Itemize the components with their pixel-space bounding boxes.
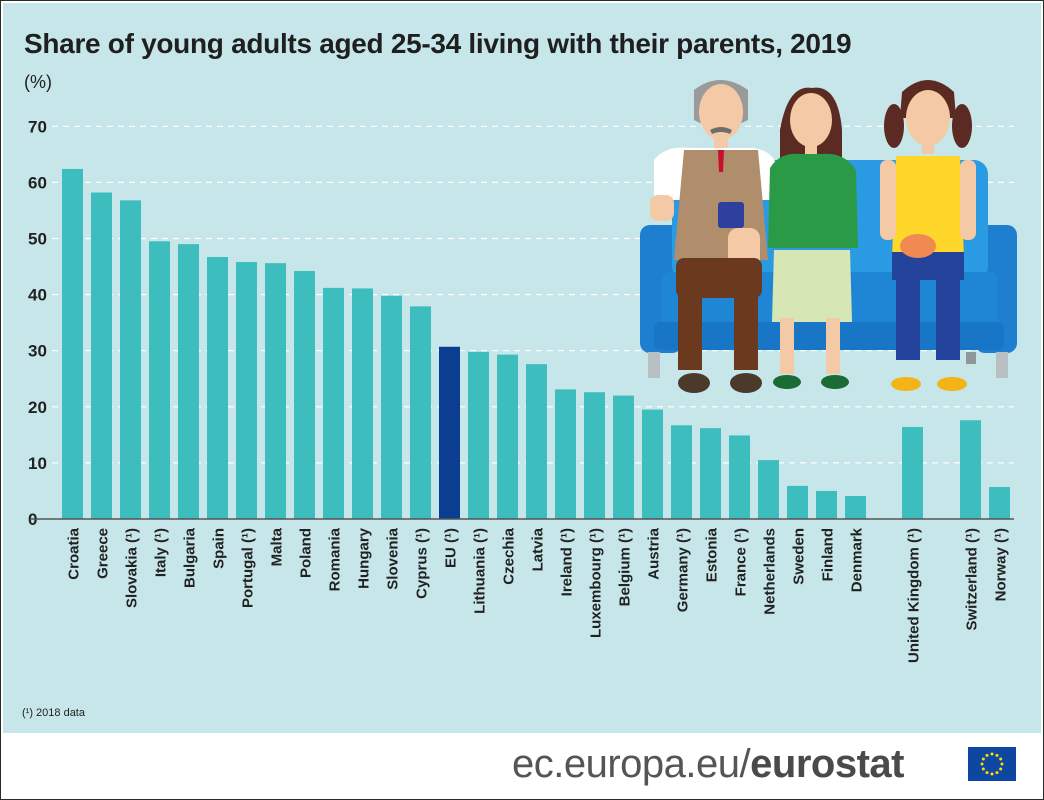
bar bbox=[816, 490, 837, 519]
star bbox=[999, 757, 1003, 761]
bar bbox=[381, 295, 402, 519]
bar bbox=[700, 428, 721, 519]
x-tick-label: Latvia bbox=[530, 527, 547, 571]
x-tick-label: Italy (¹) bbox=[153, 528, 170, 577]
bar bbox=[758, 460, 779, 519]
y-tick-label: 30 bbox=[28, 342, 47, 361]
x-tick-label: EU (¹) bbox=[443, 528, 460, 568]
eu-flag-icon bbox=[968, 747, 1016, 781]
x-tick-label: Estonia bbox=[704, 527, 721, 582]
x-tick-label: Romania bbox=[327, 527, 344, 591]
x-tick-label: Bulgaria bbox=[182, 527, 199, 588]
bar bbox=[323, 287, 344, 519]
x-tick-label: Norway (¹) bbox=[993, 528, 1010, 601]
chart-panel bbox=[3, 3, 1041, 733]
x-tick-label: Austria bbox=[646, 527, 663, 579]
bar bbox=[584, 392, 605, 519]
x-tick-label: Portugal (¹) bbox=[240, 528, 257, 608]
x-axis-labels: Croatia Greece Slovakia (¹) Italy (¹) Bulgar… bbox=[66, 527, 1010, 663]
x-tick-label: Czechia bbox=[501, 527, 518, 584]
bar bbox=[468, 351, 489, 519]
x-tick-label: Croatia bbox=[66, 527, 83, 579]
star bbox=[995, 753, 999, 757]
bar bbox=[497, 354, 518, 519]
star bbox=[981, 767, 985, 771]
footer-brand: eurostat bbox=[750, 742, 904, 786]
star bbox=[995, 771, 999, 775]
bar bbox=[729, 435, 750, 519]
bars bbox=[62, 168, 1010, 520]
y-tick-label: 50 bbox=[28, 230, 47, 249]
y-axis-ticks: 010203040506070 bbox=[28, 117, 47, 529]
chart-unit: (%) bbox=[24, 72, 52, 92]
bar bbox=[62, 168, 83, 519]
footer-url[interactable]: ec.europa.eu/eurostat bbox=[512, 742, 904, 787]
star bbox=[981, 757, 985, 761]
x-tick-label: Lithuania (¹) bbox=[472, 528, 489, 614]
bar bbox=[613, 395, 634, 519]
x-tick-label: Belgium (¹) bbox=[617, 528, 634, 606]
bar bbox=[787, 485, 808, 519]
x-tick-label: Germany (¹) bbox=[675, 528, 692, 612]
y-tick-label: 70 bbox=[28, 117, 47, 136]
x-tick-label: Sweden bbox=[791, 528, 808, 585]
bar bbox=[236, 262, 257, 519]
bar bbox=[989, 487, 1010, 519]
bar bbox=[91, 192, 112, 520]
star bbox=[999, 767, 1003, 771]
y-tick-label: 40 bbox=[28, 286, 47, 305]
x-tick-label: France (¹) bbox=[733, 528, 750, 596]
bar bbox=[902, 426, 923, 519]
x-tick-label: Ireland (¹) bbox=[559, 528, 576, 596]
footnote: (¹) 2018 data bbox=[22, 707, 85, 719]
y-tick-label: 10 bbox=[28, 454, 47, 473]
bar bbox=[439, 346, 460, 519]
x-tick-label: Hungary bbox=[356, 527, 373, 589]
bar bbox=[352, 288, 373, 519]
family-on-sofa-illustration bbox=[640, 80, 1017, 393]
bar bbox=[960, 420, 981, 519]
x-tick-label: Poland bbox=[298, 528, 315, 578]
y-tick-label: 20 bbox=[28, 398, 47, 417]
bar bbox=[642, 409, 663, 519]
star bbox=[980, 762, 984, 766]
x-tick-label: Slovakia (¹) bbox=[124, 528, 141, 608]
bar bbox=[207, 257, 228, 519]
star bbox=[1000, 762, 1004, 766]
chart-title: Share of young adults aged 25-34 living … bbox=[24, 28, 852, 59]
bar bbox=[410, 306, 431, 519]
bar bbox=[120, 200, 141, 520]
x-tick-label: Greece bbox=[95, 528, 112, 579]
star bbox=[985, 771, 989, 775]
bar bbox=[265, 263, 286, 519]
star bbox=[990, 772, 994, 776]
bar bbox=[178, 244, 199, 520]
x-tick-label: Luxembourg (¹) bbox=[588, 528, 605, 638]
bar bbox=[149, 241, 170, 519]
x-tick-label: Finland bbox=[820, 528, 837, 581]
x-tick-label: Cyprus (¹) bbox=[414, 528, 431, 599]
star bbox=[990, 752, 994, 756]
x-tick-label: Malta bbox=[269, 527, 286, 566]
x-tick-label: Spain bbox=[211, 528, 228, 569]
bar bbox=[671, 425, 692, 519]
x-tick-label: Switzerland (¹) bbox=[964, 528, 981, 631]
footer-url-prefix: ec.europa.eu/ bbox=[512, 742, 751, 786]
x-tick-label: Slovenia bbox=[385, 527, 402, 589]
bar bbox=[845, 495, 866, 519]
star bbox=[985, 753, 989, 757]
x-tick-label: United Kingdom (¹) bbox=[906, 528, 923, 663]
x-tick-label: Netherlands bbox=[762, 528, 779, 615]
bar bbox=[294, 271, 315, 519]
bar bbox=[555, 389, 576, 519]
y-tick-label: 60 bbox=[28, 173, 47, 192]
x-tick-label: Denmark bbox=[849, 527, 866, 592]
bar bbox=[526, 364, 547, 519]
